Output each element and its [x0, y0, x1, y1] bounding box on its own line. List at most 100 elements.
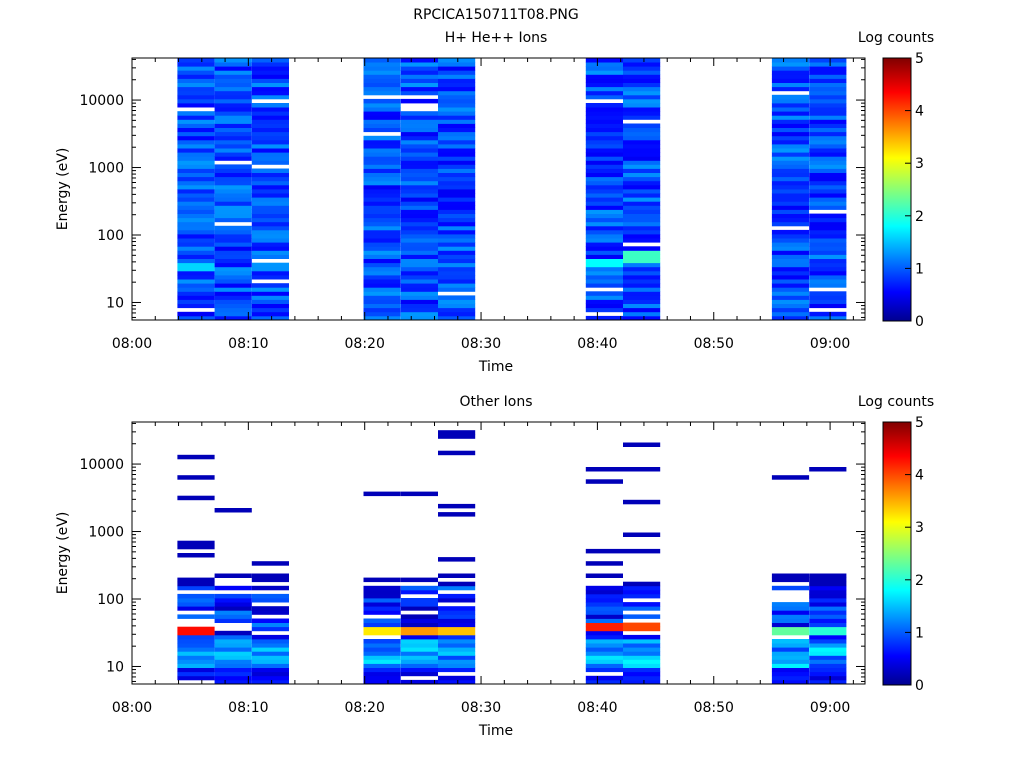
heatmap-cell	[585, 168, 623, 173]
heatmap-cell	[438, 189, 476, 194]
heatmap-cell	[623, 172, 661, 178]
heatmap-cell	[771, 675, 810, 681]
heatmap-cell	[363, 626, 401, 632]
heatmap-cell	[400, 270, 438, 276]
heatmap-cell	[771, 639, 810, 644]
colorbar-tick-label: 0	[915, 314, 924, 330]
heatmap-cell	[623, 250, 661, 255]
heatmap-cell	[771, 602, 810, 607]
heatmap-cell	[585, 315, 623, 321]
heatmap-cell	[585, 270, 623, 276]
heatmap-cell	[623, 266, 661, 272]
heatmap-cell	[363, 270, 401, 276]
heatmap-cell	[400, 111, 438, 116]
heatmap-cell	[771, 258, 810, 264]
heatmap-cell	[623, 315, 661, 321]
heatmap-cell	[438, 98, 476, 104]
heatmap-cell	[251, 651, 289, 656]
heatmap-cell	[809, 275, 847, 280]
heatmap-cell	[623, 291, 661, 296]
heatmap-cell	[809, 679, 847, 685]
heatmap-cell	[177, 311, 215, 317]
heatmap-cell	[177, 160, 215, 165]
heatmap-cell	[623, 675, 661, 681]
heatmap-cell	[623, 532, 661, 537]
heatmap-cell	[177, 266, 215, 272]
heatmap-cell	[177, 90, 215, 96]
heatmap-cell	[177, 598, 215, 603]
heatmap-cell	[585, 103, 623, 108]
heatmap-cell	[177, 675, 215, 681]
heatmap-cell	[438, 209, 476, 214]
heatmap-cell	[400, 221, 438, 227]
x-tick-label: 08:20	[345, 700, 385, 716]
heatmap-cell	[623, 82, 661, 88]
heatmap-cell	[177, 180, 215, 186]
heatmap-cell	[585, 275, 623, 280]
heatmap-cell	[771, 262, 810, 268]
heatmap-cell	[363, 86, 401, 92]
heatmap-cell	[585, 213, 623, 219]
heatmap-cell	[585, 238, 623, 243]
heatmap-cell	[771, 622, 810, 628]
heatmap-cell	[809, 127, 847, 133]
heatmap-cell	[771, 287, 810, 292]
heatmap-cell	[363, 593, 401, 599]
heatmap-cell	[214, 229, 252, 235]
heatmap-cell	[771, 70, 810, 75]
heatmap-cell	[438, 630, 476, 636]
heatmap-cell	[623, 221, 661, 227]
heatmap-cell	[585, 180, 623, 186]
heatmap-cell	[809, 197, 847, 202]
heatmap-cell	[177, 553, 215, 558]
heatmap-cell	[623, 131, 661, 137]
heatmap-cell	[214, 164, 252, 169]
heatmap-cell	[251, 139, 289, 145]
heatmap-cell	[251, 598, 289, 603]
heatmap-cell	[438, 221, 476, 227]
heatmap-cell	[438, 573, 476, 578]
heatmap-cell	[809, 229, 847, 235]
heatmap-cell	[400, 66, 438, 71]
heatmap-cell	[438, 131, 476, 137]
heatmap-cell	[809, 172, 847, 178]
heatmap-cell	[809, 86, 847, 92]
heatmap-cell	[438, 315, 476, 321]
heatmap-cell	[585, 189, 623, 194]
heatmap-cell	[214, 172, 252, 178]
heatmap-cell	[809, 180, 847, 186]
heatmap-cell	[177, 544, 215, 550]
heatmap-cell	[623, 115, 661, 120]
heatmap-cell	[177, 193, 215, 198]
heatmap-cell	[251, 144, 289, 149]
heatmap-cell	[363, 139, 401, 145]
x-tick-label: 08:00	[112, 700, 152, 716]
heatmap-cell	[809, 82, 847, 88]
heatmap-cell	[585, 634, 623, 640]
heatmap-cell	[623, 86, 661, 92]
colorbar-tick-label: 2	[915, 573, 924, 589]
heatmap-cell	[585, 234, 623, 239]
heatmap-cell	[809, 467, 847, 472]
heatmap-cell	[809, 606, 847, 611]
heatmap-cell	[809, 250, 847, 255]
heatmap-cell	[809, 176, 847, 182]
heatmap-cell	[251, 193, 289, 198]
heatmap-cell	[438, 614, 476, 619]
heatmap-cell	[177, 475, 215, 480]
colorbar-label: Log counts	[858, 394, 934, 410]
heatmap-cell	[438, 581, 476, 587]
heatmap-cell	[623, 107, 661, 112]
heatmap-cell	[585, 262, 623, 268]
heatmap-cell	[771, 238, 810, 243]
heatmap-cell	[585, 258, 623, 264]
heatmap-cell	[400, 295, 438, 300]
heatmap-cell	[214, 62, 252, 67]
heatmap-cell	[623, 225, 661, 231]
heatmap-cell	[623, 442, 661, 447]
heatmap-cell	[400, 193, 438, 198]
heatmap-cell	[363, 577, 401, 583]
heatmap-cell	[400, 279, 438, 284]
heatmap-cell	[400, 287, 438, 292]
heatmap-cell	[214, 184, 252, 190]
